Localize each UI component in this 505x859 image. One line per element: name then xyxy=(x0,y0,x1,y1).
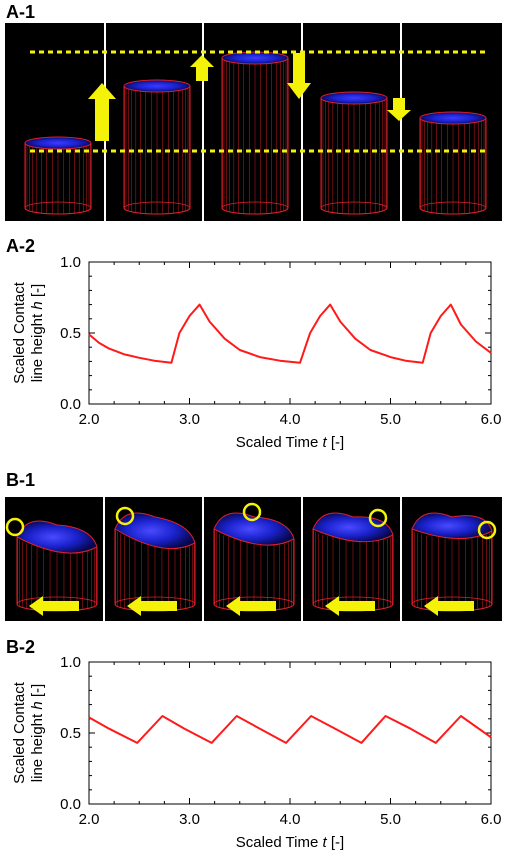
up-arrow-icon xyxy=(88,83,116,141)
frame-divider xyxy=(202,497,204,621)
plot-frame xyxy=(88,261,492,405)
y-axis-label-line1: Scaled Contact xyxy=(11,681,28,784)
plot-frame xyxy=(88,661,492,805)
y-axis-label-line2: line height h [-] xyxy=(29,684,46,782)
panel-label-a2: A-2 xyxy=(6,236,36,256)
frame-divider xyxy=(301,23,303,221)
x-tick-label: 3.0 xyxy=(179,411,200,428)
y-tick-label: 0.5 xyxy=(60,725,81,742)
y-tick-label: 0.5 xyxy=(60,325,81,342)
panel-b1-svg xyxy=(5,497,497,621)
liquid-surface xyxy=(411,512,493,539)
liquid-surface xyxy=(24,136,92,150)
contact-point-marker xyxy=(242,502,262,522)
frame-divider xyxy=(400,23,402,221)
y-axis-label-line1: Scaled Contact xyxy=(11,281,28,384)
tilted-droplet xyxy=(16,520,98,612)
panel-b1-image xyxy=(5,497,502,621)
droplet-column xyxy=(320,91,388,215)
left-arrow-icon xyxy=(325,596,375,616)
tilted-droplet xyxy=(213,512,295,612)
liquid-surface xyxy=(320,91,388,105)
contact-point-marker xyxy=(477,520,497,540)
x-tick-label: 3.0 xyxy=(179,811,200,828)
down-arrow-icon xyxy=(387,98,411,121)
x-tick-label: 6.0 xyxy=(481,811,502,828)
liquid-surface xyxy=(312,512,394,543)
panel-a1-image xyxy=(5,23,502,221)
frame-divider xyxy=(202,23,204,221)
y-tick-label: 0.0 xyxy=(60,396,81,413)
tilted-droplet xyxy=(114,512,196,612)
contact-point-marker xyxy=(5,517,25,537)
series-line xyxy=(88,303,492,364)
down-arrow-icon xyxy=(287,53,311,99)
contact-point-marker xyxy=(115,506,135,526)
left-arrow-icon xyxy=(29,596,79,616)
frame-divider xyxy=(400,497,402,621)
panel-label-b2: B-2 xyxy=(6,637,36,657)
panel-label-b1: B-1 xyxy=(6,470,36,490)
y-tick-label: 0.0 xyxy=(60,796,81,813)
droplet-column xyxy=(419,111,487,215)
droplet-column xyxy=(221,51,289,215)
x-tick-label: 2.0 xyxy=(79,811,100,828)
x-axis-label: Scaled Time t [-] xyxy=(236,834,344,851)
liquid-surface xyxy=(114,512,196,549)
tilted-droplet xyxy=(411,512,493,612)
x-tick-label: 4.0 xyxy=(280,811,301,828)
x-tick-label: 4.0 xyxy=(280,411,301,428)
left-arrow-icon xyxy=(226,596,276,616)
y-tick-label: 1.0 xyxy=(60,654,81,671)
up-arrow-icon xyxy=(190,55,214,81)
droplet-column xyxy=(24,136,92,215)
x-tick-label: 5.0 xyxy=(380,811,401,828)
liquid-surface xyxy=(16,520,98,554)
tilted-droplet xyxy=(312,512,394,612)
y-tick-label: 1.0 xyxy=(60,254,81,271)
liquid-surface xyxy=(213,512,295,546)
contact-point-marker xyxy=(368,508,388,528)
panel-a1-svg xyxy=(24,23,487,221)
droplet-column xyxy=(123,79,191,215)
x-tick-label: 2.0 xyxy=(79,411,100,428)
frame-divider xyxy=(103,497,105,621)
left-arrow-icon xyxy=(127,596,177,616)
x-tick-label: 5.0 xyxy=(380,411,401,428)
liquid-surface xyxy=(419,111,487,125)
x-axis-label: Scaled Time t [-] xyxy=(236,434,344,451)
chart-a2: 2.0 3.0 4.0 5.0 6.0 0.0 0.5 1.0 Scaled Time t [-… xyxy=(11,254,502,451)
y-axis-label-line2: line height h [-] xyxy=(29,284,46,382)
left-arrow-icon xyxy=(424,596,474,616)
liquid-surface xyxy=(123,79,191,93)
x-tick-label: 6.0 xyxy=(481,411,502,428)
series-line xyxy=(88,715,492,744)
panel-label-a1: A-1 xyxy=(6,2,36,22)
liquid-surface xyxy=(221,51,289,65)
frame-divider xyxy=(301,497,303,621)
chart-b2: 2.0 3.0 4.0 5.0 6.0 0.0 0.5 1.0 Scaled Time t [-… xyxy=(11,654,502,851)
